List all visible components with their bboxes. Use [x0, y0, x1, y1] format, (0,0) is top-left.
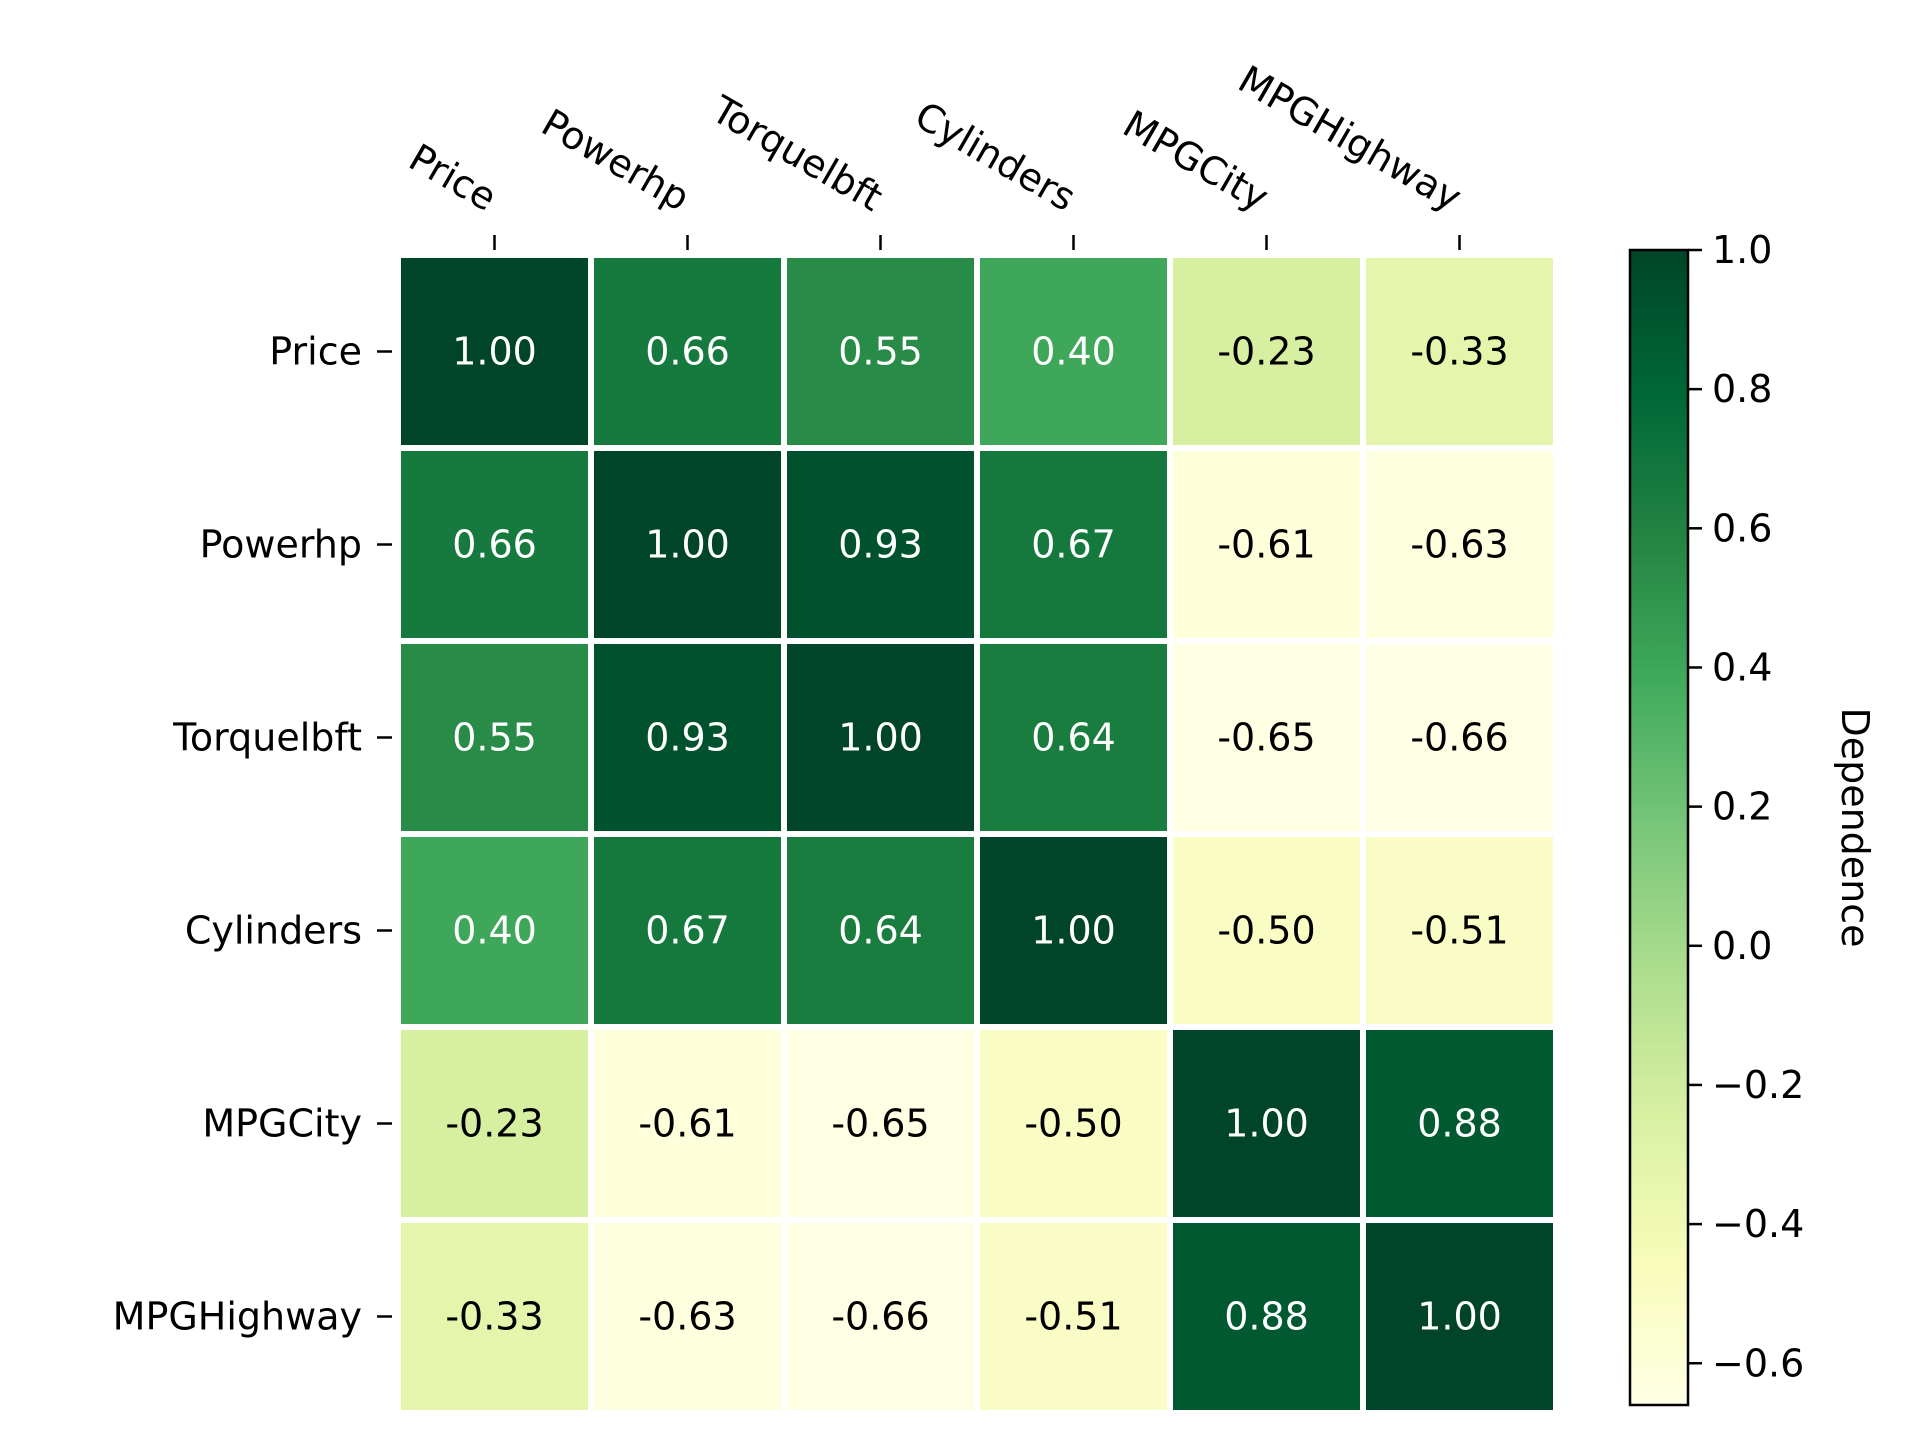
cell-value-label: -0.63 — [1410, 523, 1508, 567]
heatmap-cell — [594, 837, 781, 1024]
y-tick-label-mpgcity: MPGCity — [202, 1102, 362, 1146]
heatmap-cell — [787, 258, 974, 445]
cell-value-label: -0.33 — [1410, 330, 1508, 374]
heatmap-cell — [1366, 258, 1553, 445]
cell-value-label: -0.66 — [831, 1295, 929, 1339]
heatmap-cell — [594, 451, 781, 638]
cell-value-label: -0.51 — [1410, 909, 1508, 953]
colorbar-tick-label: 0.4 — [1712, 645, 1772, 689]
heatmap-cell — [594, 1223, 781, 1410]
heatmap-cell — [1366, 1030, 1553, 1217]
cell-value-label: 0.67 — [1031, 523, 1116, 567]
heatmap-cell — [787, 644, 974, 831]
heatmap-cell — [1173, 1223, 1360, 1410]
cell-value-label: -0.33 — [445, 1295, 543, 1339]
heatmap-cell — [1173, 258, 1360, 445]
heatmap-cells: 1.00 0.66 0.55 0.40 -0.23 -0.33 0.66 1.00 0.93 0.… — [401, 258, 1553, 1410]
heatmap-cell — [1173, 837, 1360, 1024]
heatmap-cell — [1366, 837, 1553, 1024]
heatmap-cell — [980, 1030, 1167, 1217]
cell-value-label: -0.63 — [638, 1295, 736, 1339]
cell-value-label: -0.61 — [1217, 523, 1315, 567]
cell-value-label: -0.23 — [1217, 330, 1315, 374]
colorbar-tick-label: −0.4 — [1712, 1202, 1804, 1246]
heatmap-cell — [980, 644, 1167, 831]
y-axis: Price Powerhp Torquelbft Cylinders MPGCity MP… — [113, 330, 392, 1339]
cell-value-label: 1.00 — [645, 523, 730, 567]
colorbar-tick-label: 0.8 — [1712, 367, 1772, 411]
cell-value-label: -0.65 — [1217, 716, 1315, 760]
heatmap-cell — [787, 451, 974, 638]
heatmap-cell — [980, 451, 1167, 638]
cell-value-label: -0.50 — [1217, 909, 1315, 953]
x-tick-label-powerhp: Powerhp — [534, 100, 697, 219]
cell-value-label: 0.55 — [452, 716, 537, 760]
colorbar-label: Dependence — [1833, 707, 1877, 947]
y-tick-label-powerhp: Powerhp — [200, 523, 362, 567]
cell-value-label: -0.51 — [1024, 1295, 1122, 1339]
cell-value-label: 0.88 — [1224, 1295, 1309, 1339]
heatmap-cell — [1173, 644, 1360, 831]
cell-value-label: 0.66 — [452, 523, 537, 567]
colorbar-gradient — [1628, 248, 1690, 1407]
colorbar-tick-label: −0.6 — [1712, 1341, 1804, 1385]
cell-value-label: 1.00 — [1417, 1295, 1502, 1339]
heatmap-cell — [1366, 451, 1553, 638]
cell-value-label: -0.50 — [1024, 1102, 1122, 1146]
cell-value-label: 1.00 — [838, 716, 923, 760]
y-tick-label-cylinders: Cylinders — [185, 909, 362, 953]
cell-value-label: 1.00 — [1224, 1102, 1309, 1146]
heatmap-cell — [980, 1223, 1167, 1410]
cell-value-label: 1.00 — [1031, 909, 1116, 953]
colorbar-tick-label: −0.2 — [1712, 1063, 1804, 1107]
colorbar-tick-label: 1.0 — [1712, 228, 1772, 272]
cell-value-label: 0.55 — [838, 330, 923, 374]
cell-value-label: 0.40 — [452, 909, 537, 953]
x-tick-label-torquelbft: Torquelbft — [704, 87, 890, 220]
x-tick-label-price: Price — [402, 135, 504, 219]
cell-value-label: -0.23 — [445, 1102, 543, 1146]
heatmap-cell — [401, 1223, 588, 1410]
heatmap-cell — [1366, 644, 1553, 831]
cell-value-label: -0.66 — [1410, 716, 1508, 760]
heatmap-cell — [787, 1030, 974, 1217]
colorbar-tick-label: 0.0 — [1712, 924, 1772, 968]
heatmap-cell — [980, 837, 1167, 1024]
x-axis-top: Price Powerhp Torquelbft Cylinders MPGCityMP… — [402, 57, 1469, 250]
cell-value-label: 1.00 — [452, 330, 537, 374]
heatmap-cell — [401, 837, 588, 1024]
cell-value-label: -0.65 — [831, 1102, 929, 1146]
y-tick-label-price: Price — [269, 330, 362, 374]
x-tick-label-mpgcity: MPGCity — [1116, 102, 1276, 220]
cell-value-label: -0.61 — [638, 1102, 736, 1146]
cell-value-label: 0.93 — [645, 716, 730, 760]
y-tick-label-mpghighway: MPGHighway — [113, 1295, 362, 1339]
colorbar-tick-label: 0.2 — [1712, 785, 1772, 829]
cell-value-label: 0.88 — [1417, 1102, 1502, 1146]
heatmap-cell — [401, 1030, 588, 1217]
heatmap-cell — [1366, 1223, 1553, 1410]
colorbar: 1.0 0.8 0.6 0.4 0.2 0.0 −0.2 −0.4 −0.6 Dependence — [1628, 228, 1877, 1407]
cell-value-label: 0.67 — [645, 909, 730, 953]
heatmap-cell — [787, 1223, 974, 1410]
cell-value-label: 0.93 — [838, 523, 923, 567]
heatmap-cell — [401, 451, 588, 638]
cell-value-label: 0.64 — [1031, 716, 1116, 760]
colorbar-tick-label: 0.6 — [1712, 506, 1772, 550]
heatmap-cell — [401, 644, 588, 831]
heatmap-cell — [1173, 451, 1360, 638]
x-tick-label-cylinders: Cylinders — [908, 93, 1083, 220]
heatmap-cell — [787, 837, 974, 1024]
y-tick-label-torquelbft: Torquelbft — [172, 716, 362, 760]
heatmap-cell — [594, 1030, 781, 1217]
heatmap-cell — [980, 258, 1167, 445]
cell-value-label: 0.40 — [1031, 330, 1116, 374]
heatmap-cell — [1173, 1030, 1360, 1217]
heatmap-cell — [594, 258, 781, 445]
cell-value-label: 0.66 — [645, 330, 730, 374]
heatmap-cell — [401, 258, 588, 445]
cell-value-label: 0.64 — [838, 909, 923, 953]
heatmap-cell — [594, 644, 781, 831]
